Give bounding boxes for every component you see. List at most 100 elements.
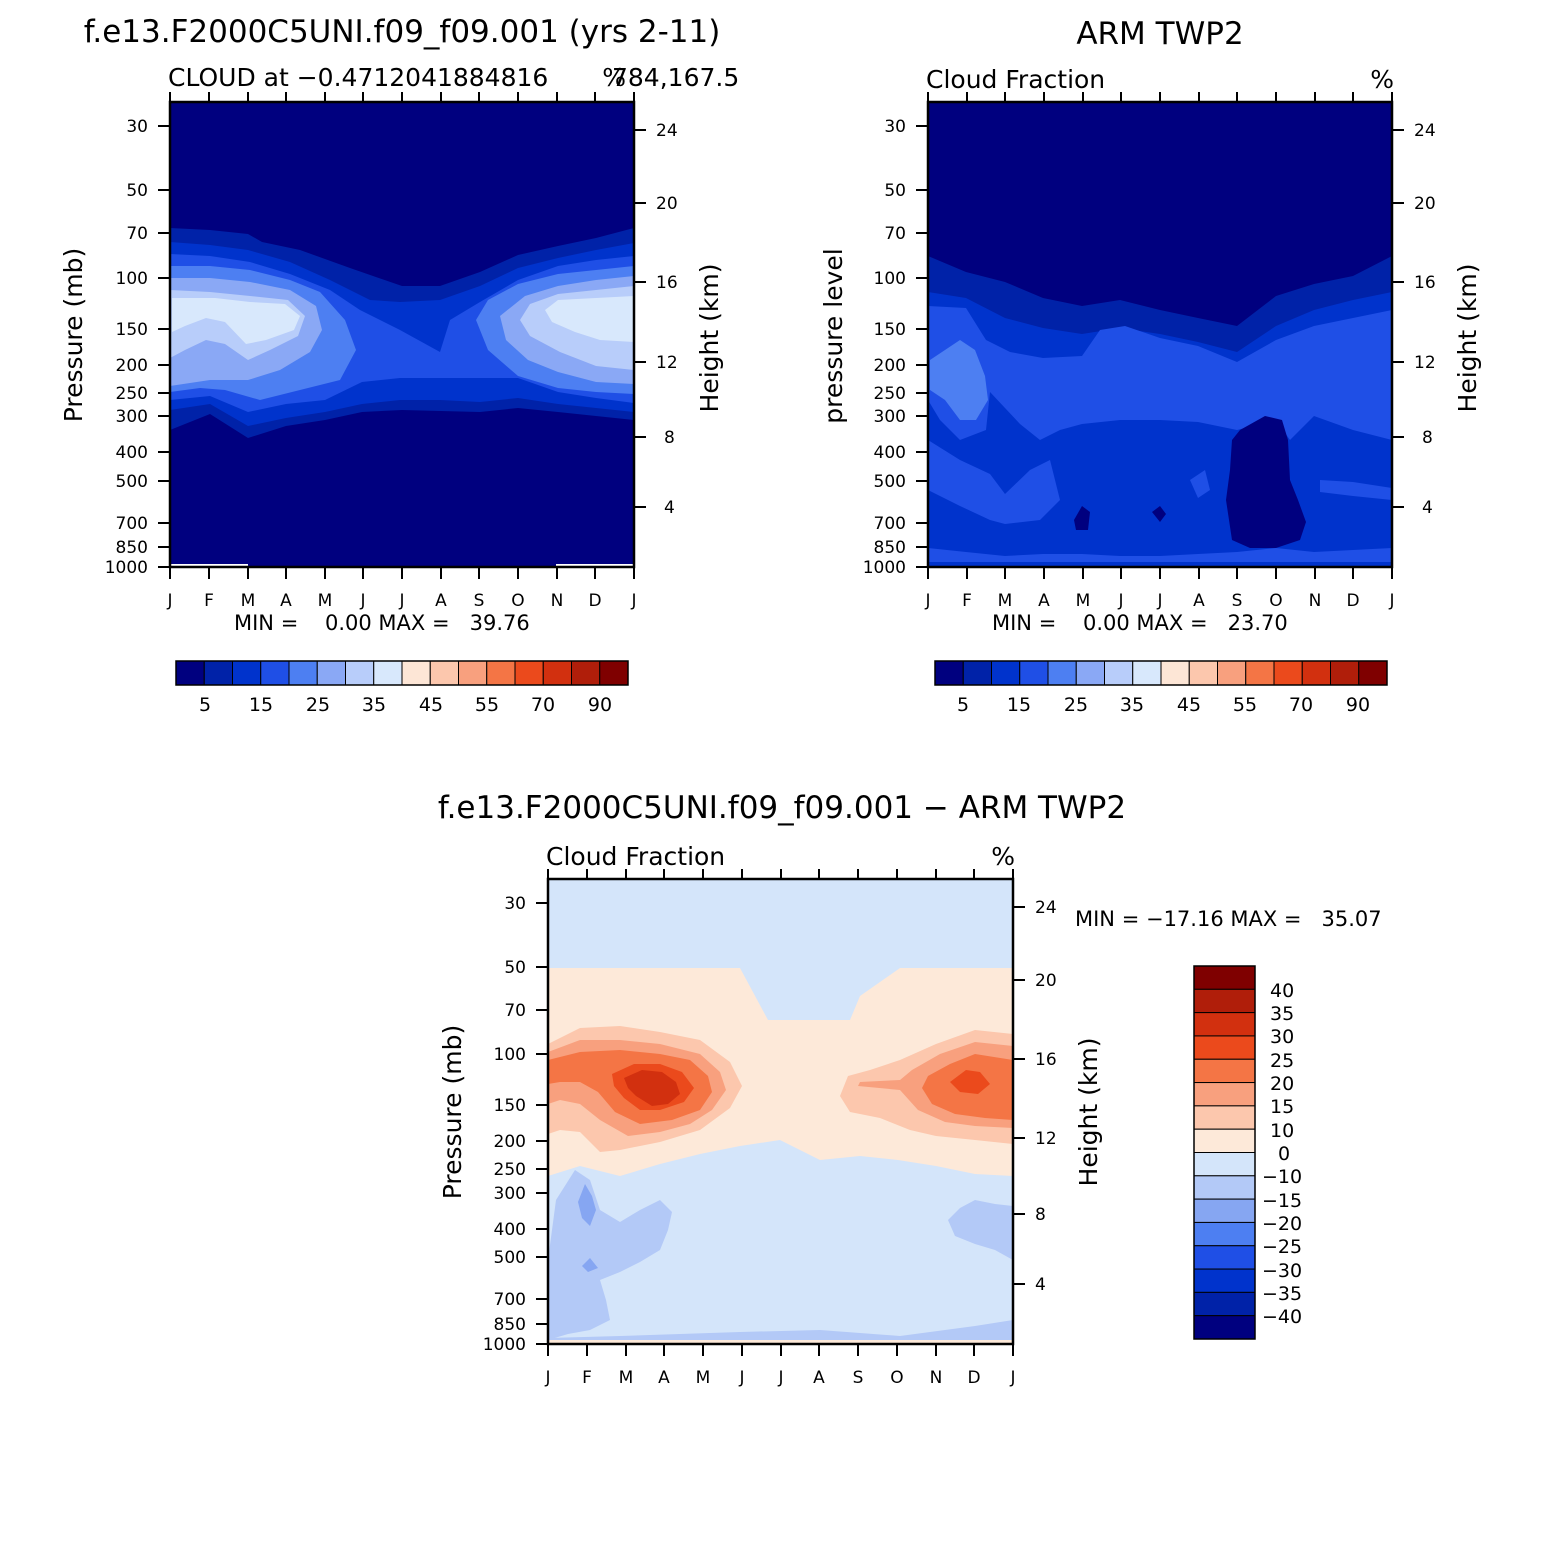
suptitle: f.e13.F2000C5UNI.f09_f09.001 (yrs 2-11) [84, 14, 721, 50]
colorbar-label: −40 [1262, 1306, 1302, 1328]
x-tick-label: A [1193, 591, 1205, 611]
colorbar-label: −30 [1262, 1260, 1302, 1282]
colorbar-swatch [1193, 1315, 1256, 1340]
x-tick-label: F [962, 591, 972, 611]
y2-tick-labels-model: 24 20 16 12 8 4 [656, 121, 678, 518]
colorbar-label: 10 [1270, 1120, 1294, 1142]
colorbar-swatch [203, 660, 233, 686]
x-tick-label: J [544, 1368, 550, 1388]
y-tick-label: 150 [874, 320, 906, 340]
colorbar-label: 25 [306, 694, 330, 716]
colorbar-label: 5 [957, 694, 969, 716]
colorbar-label: 25 [1270, 1050, 1294, 1072]
colorbar-swatch [1104, 660, 1134, 686]
height-tick-label: 20 [1414, 194, 1436, 214]
height-tick-label: 4 [1422, 498, 1433, 518]
y-tick-label: 50 [504, 958, 526, 978]
x-tick-label: N [1309, 591, 1322, 611]
colorbar-swatch [1245, 660, 1275, 686]
colorbar-obs: 5 15 25 35 45 55 70 90 [934, 660, 1388, 716]
y-axis-label: pressure level [819, 248, 848, 423]
y-tick-label: 200 [494, 1132, 526, 1152]
y-tick-label: 850 [116, 538, 148, 558]
x-tick-label: M [619, 1368, 634, 1388]
y-tick-label: 100 [494, 1045, 526, 1065]
y-tick-label: 200 [116, 356, 148, 376]
y-tick-label: 30 [884, 117, 906, 137]
y-tick-label: 30 [126, 117, 148, 137]
contour-fill-difference [548, 879, 1013, 1344]
x-tick-label: J [359, 591, 365, 611]
colorbar-swatch [1273, 660, 1303, 686]
y-tick-label: 30 [504, 894, 526, 914]
x-tick-label: M [318, 591, 333, 611]
colorbar-swatch [1132, 660, 1162, 686]
colorbar-swatch [1193, 1152, 1256, 1177]
y-tick-label: 500 [116, 472, 148, 492]
y-tick-label: 100 [116, 269, 148, 289]
x-tick-label: J [924, 591, 930, 611]
y-tick-label: 700 [116, 514, 148, 534]
y-tick-label: 200 [874, 356, 906, 376]
colorbar-label: 55 [475, 694, 499, 716]
x-tick-label: O [511, 591, 524, 611]
x-tick-label: J [1156, 591, 1162, 611]
x-tick-label: S [1232, 591, 1243, 611]
y-tick-label: 50 [126, 181, 148, 201]
contour-fill-obs [928, 102, 1392, 567]
colorbar-swatch [1193, 1035, 1256, 1060]
colorbar-swatch [429, 660, 459, 686]
colorbar-labels: 5 15 25 35 45 55 70 90 [199, 694, 612, 716]
height-tick-label: 20 [656, 194, 678, 214]
colorbar-swatch [1193, 1198, 1256, 1223]
contour-fill-model [170, 102, 634, 567]
x-tick-label: M [241, 591, 256, 611]
colorbar-label: 5 [199, 694, 211, 716]
colorbar-swatch [1193, 1175, 1256, 1200]
height-tick-label: 4 [664, 498, 675, 518]
panel-title: Cloud Fraction [926, 65, 1105, 94]
colorbar-label: 90 [1346, 694, 1370, 716]
colorbar-swatch [1301, 660, 1331, 686]
suptitle: ARM TWP2 [1076, 16, 1243, 52]
axis-ticks-model [158, 92, 646, 579]
y-tick-label: 50 [884, 181, 906, 201]
colorbar-swatches [175, 660, 629, 686]
min-max-text: MIN = 0.00 MAX = 23.70 [992, 611, 1288, 635]
colorbar-label: 90 [588, 694, 612, 716]
colorbar-swatch [1217, 660, 1247, 686]
height-tick-label: 16 [1035, 1050, 1057, 1070]
axis-ticks-difference [536, 869, 1025, 1356]
x-tick-label: A [1038, 591, 1050, 611]
y-tick-label: 70 [126, 224, 148, 244]
colorbar-label: 70 [1289, 694, 1313, 716]
colorbar-label: 30 [1270, 1026, 1294, 1048]
y-tick-label: 400 [874, 443, 906, 463]
panel-title-right: 784,167.5 [612, 63, 739, 92]
colorbar-label: −35 [1262, 1283, 1302, 1305]
x-tick-label: J [738, 1368, 744, 1388]
x-tick-label: J [777, 1368, 783, 1388]
height-tick-label: 12 [1414, 353, 1436, 373]
colorbar-swatch [1160, 660, 1190, 686]
colorbar-swatch [458, 660, 488, 686]
y-tick-labels-obs: 30 50 70 100 150 200 250 300 400 500 700… [863, 117, 906, 578]
colorbar-label: 35 [362, 694, 386, 716]
colorbar-swatch [542, 660, 572, 686]
y-tick-label: 1000 [483, 1335, 526, 1355]
colorbar-swatch [1193, 965, 1256, 990]
colorbar-difference: 40 35 30 25 20 15 10 0 −10 −15 −20 −25 −… [1193, 965, 1302, 1340]
min-max-text: MIN = 0.00 MAX = 39.76 [234, 611, 530, 635]
x-tick-label: M [696, 1368, 711, 1388]
x-tick-label: J [1009, 1368, 1015, 1388]
x-tick-label: J [1388, 591, 1394, 611]
colorbar-label: 45 [1177, 694, 1201, 716]
y2-axis-label: Height (km) [695, 264, 724, 413]
x-tick-label: S [474, 591, 485, 611]
colorbar-swatch [288, 660, 318, 686]
colorbar-swatches [934, 660, 1388, 686]
panel-difference: f.e13.F2000C5UNI.f09_f09.001 − ARM TWP2 … [438, 790, 1382, 1388]
colorbar-swatch [486, 660, 516, 686]
colorbar-label: 35 [1120, 694, 1144, 716]
